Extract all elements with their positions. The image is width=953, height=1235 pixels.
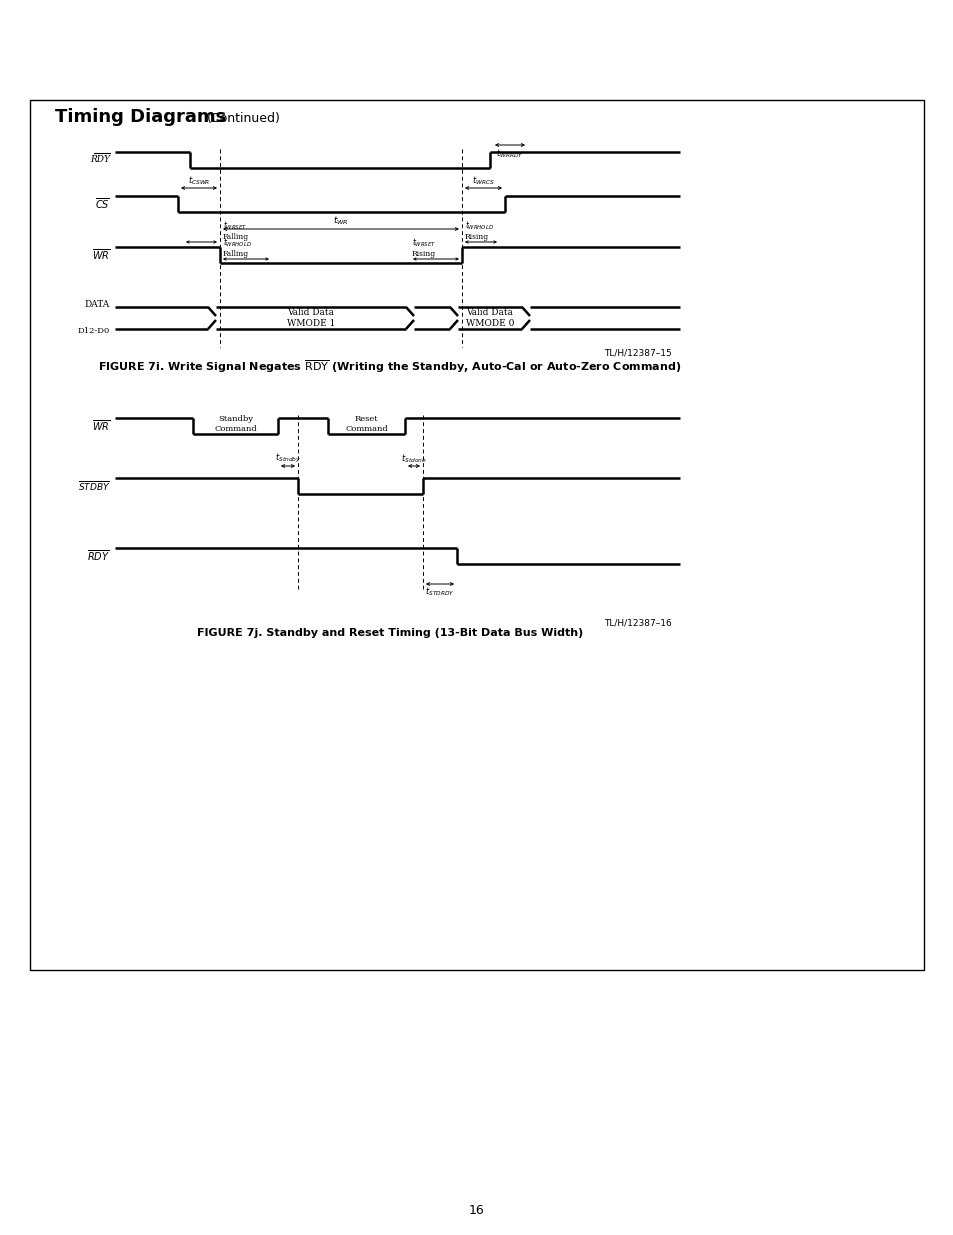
Text: RDY: RDY [90,156,110,164]
Text: FIGURE 7j. Standby and Reset Timing (13-Bit Data Bus Width): FIGURE 7j. Standby and Reset Timing (13-… [196,629,582,638]
Text: $t_{WRHOLD}$
Falling: $t_{WRHOLD}$ Falling [223,236,252,258]
Text: $t_{WRHOLD}$
Rising: $t_{WRHOLD}$ Rising [464,220,494,241]
Text: D12-D0: D12-D0 [77,327,110,335]
Text: $t_{WRSET}$
Rising: $t_{WRSET}$ Rising [412,236,436,258]
Text: $\overline{RDY}$: $\overline{RDY}$ [87,548,110,563]
Text: Reset
Command: Reset Command [345,415,388,432]
Text: Timing Diagrams: Timing Diagrams [55,107,226,126]
Text: $\overline{WR}$: $\overline{WR}$ [91,247,110,262]
Text: $t_{CSWR}$: $t_{CSWR}$ [188,174,210,186]
Text: Valid Data
WMODE 1: Valid Data WMODE 1 [287,309,335,327]
Text: $\overline{CS}$: $\overline{CS}$ [95,196,110,211]
Text: DATA: DATA [85,300,110,309]
Text: $t_{WR}$: $t_{WR}$ [333,215,349,227]
Text: $\overline{STDBY}$: $\overline{STDBY}$ [77,479,110,493]
Text: FIGURE 7i. Write Signal Negates $\overline{\mathrm{RDY}}$ (Writing the Standby, : FIGURE 7i. Write Signal Negates $\overli… [98,358,681,374]
Text: Standby
Command: Standby Command [213,415,256,432]
Text: Valid Data
WMODE 0: Valid Data WMODE 0 [465,309,514,327]
Text: $\overline{WR}$: $\overline{WR}$ [91,419,110,433]
Text: TL/H/12387–16: TL/H/12387–16 [603,618,671,627]
Text: $t_{WRCS}$: $t_{WRCS}$ [472,174,495,186]
Text: $t_{STD RDY}$: $t_{STD RDY}$ [425,585,455,599]
Text: 16: 16 [469,1203,484,1216]
Text: TL/H/12387–15: TL/H/12387–15 [603,348,671,357]
Text: $t_{WR RDY}$: $t_{WR RDY}$ [496,147,523,159]
Text: $t_{Stdone}$: $t_{Stdone}$ [400,452,426,466]
Text: $t_{WRSET}$
Falling: $t_{WRSET}$ Falling [223,220,249,241]
Bar [30,100,923,969]
Text: (Continued): (Continued) [207,112,280,125]
Text: $t_{Stndby}$: $t_{Stndby}$ [274,452,301,466]
